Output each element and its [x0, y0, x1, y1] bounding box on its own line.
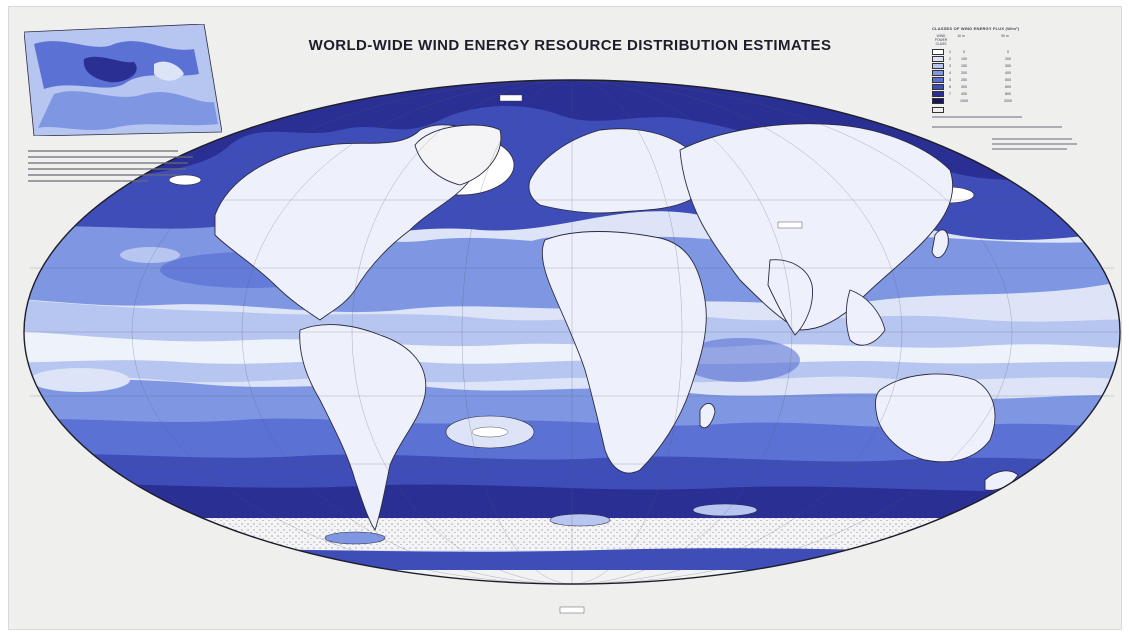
antarctic-coastal-band: [24, 547, 1120, 572]
legend-row: 4 200 400: [932, 69, 1108, 76]
legend-value: 600: [1005, 84, 1011, 89]
inset-caption-lines: [28, 150, 193, 182]
south-america: [299, 324, 427, 531]
legend-class: 3: [949, 63, 951, 68]
southeast-asia: [845, 289, 886, 346]
legend-note-lines: [932, 116, 1077, 150]
antarctica: [24, 570, 1120, 584]
legend-swatch: [932, 90, 944, 97]
atlantic-high-core: [471, 426, 509, 438]
legend-value: 500: [1005, 77, 1011, 82]
legend-value: 100: [961, 56, 967, 61]
india: [767, 259, 813, 336]
north-america: [214, 124, 481, 321]
map-title: WORLD-WIDE WIND ENERGY RESOURCE DISTRIBU…: [308, 37, 832, 54]
legend-value: 400: [961, 91, 967, 96]
legend-row: 1000 2000: [932, 97, 1108, 104]
legend-class: 7: [949, 91, 951, 96]
legend-value: 1000: [960, 98, 968, 103]
legend-row: 7 400 800: [932, 90, 1108, 97]
label-box-greenland: [499, 94, 523, 102]
continents: [214, 123, 1019, 531]
asia: [679, 123, 954, 331]
label-box-asia: [777, 221, 803, 229]
new-zealand: [984, 470, 1019, 491]
legend-class: 2: [949, 56, 951, 61]
legend-col-10m: 10 m: [957, 34, 965, 38]
legend-value: 400: [1005, 70, 1011, 75]
legend-row: 3 150 300: [932, 62, 1108, 69]
map-outline: [23, 79, 1121, 585]
east-pacific-patch: [30, 368, 130, 392]
far-north-ring: [168, 174, 202, 186]
legend-value: 250: [961, 77, 967, 82]
indian-ocean-patch: [680, 338, 800, 382]
ice-patch-2: [692, 503, 758, 517]
legend-col-50m: 50 m: [1001, 34, 1009, 38]
legend-swatch: [932, 83, 944, 90]
japan: [931, 229, 949, 259]
inset-region-b: [38, 91, 218, 130]
legend-swatch: [932, 48, 944, 55]
legend-swatch: [932, 97, 944, 104]
legend-class: 4: [949, 70, 951, 75]
madagascar: [699, 403, 716, 429]
legend-class: 6: [949, 84, 951, 89]
legend-title: CLASSES OF WIND ENERGY FLUX (W/m²): [932, 26, 1020, 31]
greenland: [414, 124, 502, 186]
legend-col-blank-b: [1016, 34, 1038, 46]
legend-value: 300: [961, 84, 967, 89]
legend-header: WIND POWER CLASS 10 m 50 m: [932, 34, 1108, 46]
legend-swatch: [932, 76, 944, 83]
legend-value: 200: [961, 70, 967, 75]
legend-class: 5: [949, 77, 951, 82]
legend-note-swatch: [932, 107, 944, 113]
legend-col-blank-a: [972, 34, 994, 46]
legend-value: 150: [961, 63, 967, 68]
south-band-class7: [24, 483, 1120, 520]
legend-row: 2 100 200: [932, 55, 1108, 62]
ice-patch-3: [324, 531, 386, 545]
equatorial-band-class1: [24, 330, 1120, 364]
inset-map: [24, 24, 222, 136]
africa: [541, 231, 707, 474]
legend-swatch: [932, 69, 944, 76]
legend-value: 300: [1005, 63, 1011, 68]
pacific-low-patch: [120, 247, 180, 263]
legend-class: 1: [949, 49, 951, 54]
legend-row: 5 250 500: [932, 76, 1108, 83]
legend-value: 2000: [1004, 98, 1012, 103]
legend-value: 200: [1005, 56, 1011, 61]
legend: CLASSES OF WIND ENERGY FLUX (W/m²) WIND …: [932, 26, 1108, 154]
legend-row: 1 0 0: [932, 48, 1108, 55]
legend-swatch: [932, 62, 944, 69]
ice-patch-1: [549, 513, 611, 527]
legend-swatch: [932, 55, 944, 62]
legend-value: 0: [1007, 49, 1009, 54]
legend-value: 0: [963, 49, 965, 54]
label-box-antarctica: [559, 606, 585, 614]
legend-note: [932, 107, 1108, 113]
legend-value: 800: [1005, 91, 1011, 96]
legend-row: 6 300 600: [932, 83, 1108, 90]
inset-caption: [28, 146, 198, 211]
inset-region-c: [83, 56, 137, 83]
inset-region-d: [154, 61, 184, 81]
legend-col-class: WIND POWER CLASS: [934, 34, 948, 46]
